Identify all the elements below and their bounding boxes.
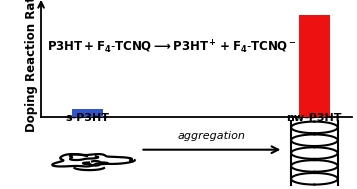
Text: $\mathbf{P3HT + F_4\text{-}TCNQ \longrightarrow P3HT^+ + F_4\text{-}TCNQ^-}$: $\mathbf{P3HT + F_4\text{-}TCNQ \longrig… [47, 38, 296, 56]
Text: s-P3HT: s-P3HT [66, 113, 110, 123]
Y-axis label: Doping Reaction Rate: Doping Reaction Rate [25, 0, 38, 132]
Text: aggregation: aggregation [178, 131, 246, 141]
Text: nw-P3HT: nw-P3HT [287, 113, 342, 123]
Bar [72, 109, 103, 117]
Bar [299, 15, 330, 117]
